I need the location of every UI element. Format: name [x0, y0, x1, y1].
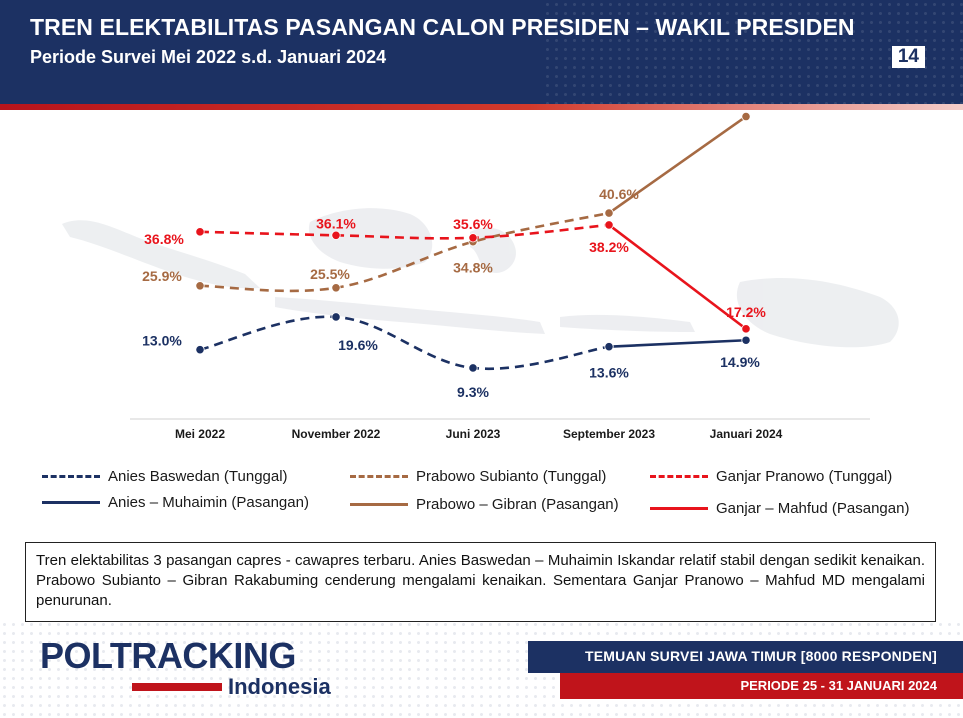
data-label-ganjar-pranowo-tunggal-1: 36.1%: [316, 215, 356, 231]
legend-label: Anies Baswedan (Tunggal): [108, 468, 288, 485]
poltracking-logo: POLTRACKING Indonesia: [40, 635, 331, 700]
data-label-anies-baswedan-tunggal-3: 13.6%: [589, 365, 629, 381]
data-label-anies-baswedan-tunggal-2: 9.3%: [457, 384, 489, 400]
data-point-prabowo-gibran-pasangan-1: [741, 112, 751, 122]
x-tick-label-juni-2023: Juni 2023: [446, 427, 501, 441]
footer-survey-info: TEMUAN SURVEI JAWA TIMUR [8000 RESPONDEN…: [584, 648, 937, 664]
legend-swatch-dashed-navy: [42, 475, 100, 478]
description-box: Tren elektabilitas 3 pasangan capres - c…: [25, 542, 936, 622]
line-chart: 13.0% 19.6% 9.3% 13.6% 14.9% 25.9% 25.5% 34.8% 4…: [62, 112, 899, 441]
logo-red-bar: [132, 683, 222, 691]
legend-label: Prabowo Subianto (Tunggal): [416, 468, 607, 485]
data-label-ganjar-mahfud-pasangan-1: 17.2%: [726, 304, 766, 320]
slide-header: TREN ELEKTABILITAS PASANGAN CALON PRESID…: [0, 0, 963, 104]
legend-item-prabowo-pasangan: Prabowo – Gibran (Pasangan): [350, 496, 619, 513]
data-point-prabowo-subianto-tunggal-0: [195, 281, 205, 291]
data-label-anies-baswedan-tunggal-0: 13.0%: [142, 333, 182, 349]
legend-swatch-dashed-brown: [350, 475, 408, 478]
slide-title: TREN ELEKTABILITAS PASANGAN CALON PRESID…: [30, 14, 855, 40]
data-point-prabowo-subianto-tunggal-1: [331, 283, 341, 293]
slide-subtitle: Periode Survei Mei 2022 s.d. Januari 202…: [30, 47, 387, 67]
data-label-prabowo-subianto-tunggal-1: 25.5%: [310, 266, 350, 282]
data-point-prabowo-gibran-pasangan-0: [604, 208, 614, 218]
chart-legend: Anies Baswedan (Tunggal) Anies – Muhaimi…: [0, 462, 963, 526]
legend-item-ganjar-pasangan: Ganjar – Mahfud (Pasangan): [650, 500, 909, 517]
legend-swatch-solid-navy: [42, 501, 100, 504]
legend-item-anies-pasangan: Anies – Muhaimin (Pasangan): [42, 494, 309, 511]
data-point-anies-baswedan-tunggal-2: [468, 363, 478, 373]
legend-item-ganjar-tunggal: Ganjar Pranowo (Tunggal): [650, 468, 892, 485]
data-label-ganjar-pranowo-tunggal-2: 35.6%: [453, 216, 493, 232]
legend-swatch-dashed-red: [650, 475, 708, 478]
data-label-prabowo-subianto-tunggal-2: 34.8%: [453, 260, 493, 276]
series-line-anies-muhaimin-pasangan: [608, 338, 747, 348]
legend-swatch-solid-brown: [350, 503, 408, 506]
logo-subtitle: Indonesia: [228, 674, 331, 699]
description-text: Tren elektabilitas 3 pasangan capres - c…: [36, 552, 925, 609]
data-label-anies-baswedan-tunggal-1: 19.6%: [338, 337, 378, 353]
data-label-prabowo-subianto-tunggal-3: 40.6%: [599, 186, 639, 202]
data-point-ganjar-mahfud-pasangan-1: [741, 324, 751, 334]
data-point-anies-baswedan-tunggal-0: [195, 345, 205, 355]
data-label-ganjar-pranowo-tunggal-3: 38.2%: [589, 239, 629, 255]
page-number: 14: [891, 46, 925, 68]
logo-subline: Indonesia: [132, 674, 331, 700]
data-label-prabowo-subianto-tunggal-0: 25.9%: [142, 268, 182, 284]
header-accent-stripe: [0, 104, 963, 110]
legend-label: Ganjar Pranowo (Tunggal): [716, 468, 893, 485]
legend-label: Anies – Muhaimin (Pasangan): [108, 494, 309, 511]
data-point-anies-muhaimin-pasangan-0: [604, 342, 614, 352]
x-tick-label-november-2022: November 2022: [292, 427, 381, 441]
legend-swatch-solid-red: [650, 507, 708, 510]
series-line-prabowo-subianto-tunggal: [199, 211, 610, 293]
map-watermark: [62, 208, 899, 348]
legend-item-prabowo-tunggal: Prabowo Subianto (Tunggal): [350, 468, 606, 485]
series-line-ganjar-mahfud-pasangan: [608, 223, 747, 330]
footer-period: PERIODE 25 - 31 JANUARI 2024: [740, 678, 937, 693]
data-point-ganjar-mahfud-pasangan-0: [604, 220, 614, 230]
footer-period-band: PERIODE 25 - 31 JANUARI 2024: [560, 673, 963, 699]
legend-item-anies-tunggal: Anies Baswedan (Tunggal): [42, 468, 288, 485]
legend-label: Ganjar – Mahfud (Pasangan): [716, 500, 910, 517]
series-line-prabowo-gibran-pasangan: [608, 115, 747, 215]
data-point-anies-baswedan-tunggal-1: [331, 312, 341, 322]
series-line-anies-baswedan-tunggal: [199, 315, 610, 371]
series-line-ganjar-pranowo-tunggal: [199, 223, 610, 240]
logo-wordmark: POLTRACKING: [40, 635, 296, 676]
data-point-ganjar-pranowo-tunggal-0: [195, 227, 205, 237]
data-point-ganjar-pranowo-tunggal-1: [331, 230, 341, 240]
data-label-anies-muhaimin-pasangan-1: 14.9%: [720, 354, 760, 370]
x-tick-label-januari-2024: Januari 2024: [710, 427, 783, 441]
data-label-ganjar-pranowo-tunggal-0: 36.8%: [144, 231, 184, 247]
footer-survey-band: TEMUAN SURVEI JAWA TIMUR [8000 RESPONDEN…: [528, 641, 963, 673]
legend-label: Prabowo – Gibran (Pasangan): [416, 496, 619, 513]
x-tick-label-september-2023: September 2023: [563, 427, 655, 441]
data-point-ganjar-pranowo-tunggal-2: [468, 233, 478, 243]
x-tick-label-mei-2022: Mei 2022: [175, 427, 225, 441]
data-point-anies-muhaimin-pasangan-1: [741, 335, 751, 345]
